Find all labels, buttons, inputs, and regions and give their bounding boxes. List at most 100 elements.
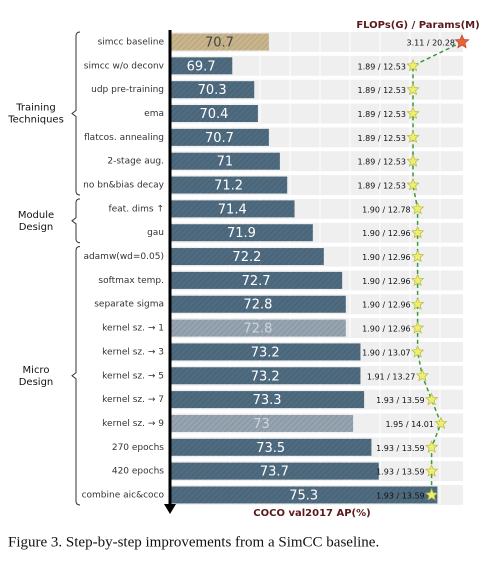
bar-hatch <box>170 462 379 480</box>
bar-hatch <box>170 271 343 289</box>
cost-line <box>412 41 463 495</box>
cost-marker <box>434 416 448 430</box>
category-label: adamw(wd=0.05) <box>83 252 164 262</box>
category-label: kernel sz. → 9 <box>102 419 164 429</box>
bar-hatch <box>170 33 269 51</box>
category-label: ema <box>144 109 164 119</box>
value-label: 70.7 <box>205 131 234 146</box>
cost-marker <box>411 201 425 215</box>
value-label: 73.2 <box>251 369 280 384</box>
cost-marker <box>406 178 420 191</box>
bar-hatch <box>170 438 372 456</box>
cost-title: FLOPs(G) / Params(M) <box>356 20 479 31</box>
cost-marker <box>406 130 420 143</box>
category-label: no bn&bias decay <box>83 181 164 191</box>
cost-marker <box>411 249 425 263</box>
category-label: kernel sz. → 3 <box>102 347 164 357</box>
value-label: 72.8 <box>243 298 272 313</box>
value-label: 72.8 <box>243 322 272 337</box>
bar-hatch <box>170 367 361 385</box>
group-label: Training Techniques <box>7 103 64 126</box>
category-label: separate sigma <box>94 300 164 310</box>
bar-hatch <box>170 343 361 361</box>
value-label: 73.2 <box>251 345 280 360</box>
value-label: 71.9 <box>227 226 256 241</box>
category-label: feat. dims ↑ <box>108 204 164 214</box>
bar-hatch <box>170 152 280 170</box>
category-label: udp pre-training <box>91 85 164 95</box>
category-label: 2-stage aug. <box>107 157 164 167</box>
cost-label: 1.91 / 13.27 <box>367 372 416 381</box>
category-label: flatcos. annealing <box>84 133 164 143</box>
cost-marker <box>411 344 425 358</box>
cost-marker <box>415 368 429 382</box>
category-label: kernel sz. → 7 <box>102 395 164 405</box>
caption: Figure 3. Step-by-step improvements from… <box>8 534 379 550</box>
cost-marker <box>411 321 425 334</box>
cost-marker <box>406 154 420 167</box>
cost-label: 1.89 / 12.53 <box>357 182 406 191</box>
bar-hatch <box>170 295 346 313</box>
cost-label: 1.90 / 13.07 <box>362 348 411 357</box>
value-label: 71.2 <box>214 179 243 194</box>
bar-hatch <box>170 57 233 75</box>
cost-label: 1.89 / 12.53 <box>357 158 406 167</box>
category-label: kernel sz. → 1 <box>102 324 164 334</box>
value-label: 75.3 <box>289 488 318 503</box>
cost-label: 1.90 / 12.96 <box>362 253 411 262</box>
axis-arrow <box>164 504 176 514</box>
cost-marker <box>411 225 425 239</box>
cost-marker <box>406 82 420 96</box>
bar-hatch <box>170 248 324 266</box>
cost-marker <box>425 440 439 453</box>
cost-marker <box>454 34 470 49</box>
cost-label: 1.89 / 12.53 <box>357 86 406 95</box>
value-label: 72.2 <box>232 250 261 265</box>
cost-label: 1.89 / 12.53 <box>357 62 406 71</box>
cost-label: 1.93 / 13.59 <box>376 396 425 405</box>
cost-marker <box>411 297 425 310</box>
value-label: 72.7 <box>242 274 271 289</box>
value-label: 71 <box>217 155 234 170</box>
bar-hatch <box>170 105 258 123</box>
bar-hatch <box>170 224 313 242</box>
bar-hatch <box>170 391 365 409</box>
value-label: 70.3 <box>198 83 227 98</box>
cost-marker <box>406 106 420 120</box>
value-label: 73.7 <box>260 465 289 480</box>
value-label: 69.7 <box>187 59 216 74</box>
value-label: 73.3 <box>253 393 282 408</box>
category-label: kernel sz. → 5 <box>102 371 164 381</box>
bar-hatch <box>170 486 438 504</box>
x-axis-label: COCO val2017 AP(%) <box>253 508 370 519</box>
value-label: 70.7 <box>205 36 234 51</box>
value-label: 70.4 <box>199 107 228 122</box>
cost-label: 1.93 / 13.59 <box>376 468 425 477</box>
cost-label: 1.93 / 13.59 <box>376 444 425 453</box>
category-label: 270 epochs <box>112 443 164 453</box>
category-label: simcc w/o deconv <box>84 61 165 71</box>
cost-label: 1.95 / 14.01 <box>385 420 434 429</box>
row-band <box>170 55 463 76</box>
value-label: 73 <box>253 417 270 432</box>
bar-hatch <box>170 81 255 99</box>
group-bracket <box>71 246 81 506</box>
category-label: simcc baseline <box>98 38 165 48</box>
value-label: 71.4 <box>218 202 247 217</box>
category-label: combine aic&coco <box>82 490 165 500</box>
cost-marker <box>406 58 420 72</box>
group-bracket <box>71 31 81 196</box>
cost-label: 1.90 / 12.96 <box>362 229 411 238</box>
cost-marker <box>425 392 439 406</box>
cost-label: 1.90 / 12.78 <box>362 205 411 214</box>
cost-label: 1.93 / 13.59 <box>376 491 425 500</box>
cost-label: 3.11 / 20.28 <box>407 39 456 48</box>
cost-label: 1.90 / 12.96 <box>362 325 411 334</box>
category-label: 420 epochs <box>112 467 164 477</box>
cost-label: 1.90 / 12.96 <box>362 277 411 286</box>
cost-marker <box>425 464 439 477</box>
bar-hatch <box>170 200 295 218</box>
group-bracket <box>71 198 81 244</box>
cost-label: 1.90 / 12.96 <box>362 301 411 310</box>
